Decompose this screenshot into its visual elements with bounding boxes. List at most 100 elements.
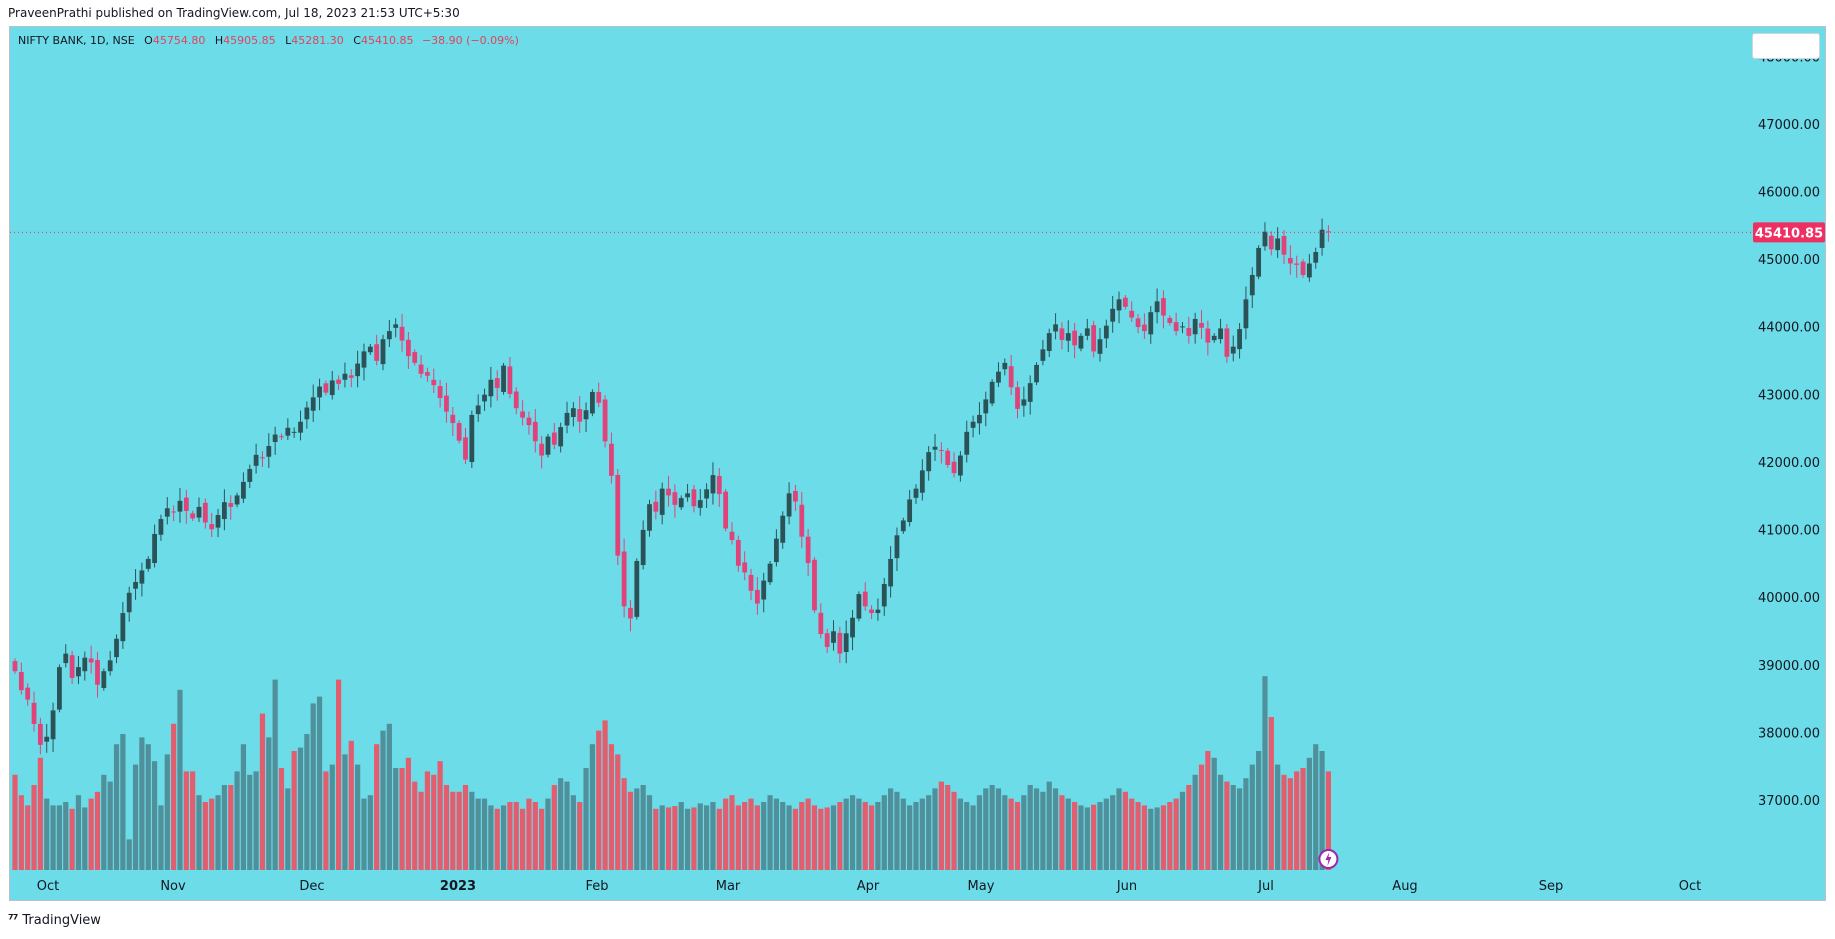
volume-bar [196,795,202,870]
volume-bar [228,785,234,870]
volume-bar [577,802,583,870]
candle-body [793,490,798,502]
candle-body [202,502,208,523]
candle-body [386,331,392,340]
candle-body [18,672,24,691]
volume-bar [1135,802,1141,870]
volume-bar [1198,764,1205,870]
volume-bar [450,791,456,870]
candle-body [177,500,183,512]
volume-bar [551,785,557,870]
volume-bar [1230,785,1236,870]
candle-body [831,631,836,643]
candle-body [742,562,748,573]
volume-bar [113,744,120,870]
candle-body [139,570,145,584]
volume-bar [1065,798,1071,870]
candle-body [919,470,925,493]
candle-body [685,493,690,498]
candle-body [260,457,265,459]
volume-bar [1262,676,1268,870]
candle-body [640,529,646,566]
candle-body [729,531,735,541]
last-price-label: 45410.85 [1755,226,1823,241]
candle-body [69,655,75,678]
volume-bar [355,764,361,870]
candle-body [456,423,462,441]
candle-body [209,524,215,530]
candle-body [31,702,37,724]
candle-body [342,373,348,380]
volume-bar [310,703,316,870]
volume-bar [209,798,215,870]
candle-body [1034,364,1039,383]
candle-body [1110,308,1116,322]
candle-body [970,421,976,428]
candle-body [564,412,570,426]
volume-bar [868,805,875,870]
tradingview-logo-icon: ⁷⁷ [8,913,18,928]
volume-bar [888,788,894,870]
candle-body [1053,324,1058,332]
volume-bar [1173,798,1179,870]
volume-bar [875,802,881,870]
volume-bar [723,798,729,870]
candle-body [1281,236,1287,255]
candle-body [304,407,310,420]
price-scale-button[interactable] [1752,33,1820,59]
volume-bar [570,795,576,870]
candle-body [152,533,157,564]
candle-body [431,379,437,386]
candle-body [425,372,430,376]
candle-body [355,363,361,377]
candle-body [469,414,475,463]
candle-body [888,558,894,587]
volume-bar [716,808,722,870]
volume-bar [697,803,703,870]
candle-body [501,365,506,392]
candle-body [247,469,253,482]
volume-bar [488,805,494,870]
volume-bar [1306,757,1312,870]
volume-bar [932,788,938,870]
volume-bar [266,737,272,870]
candle-body [1046,333,1052,351]
volume-bar [545,798,551,870]
volume-bar [564,781,570,870]
volume-bar [393,768,399,870]
candle-body [1287,257,1293,264]
candlestick-chart[interactable]: 48000.0047000.0046000.0045000.0044000.00… [10,27,1825,900]
candle-body [253,454,259,466]
footer-brand: TradingView [22,913,101,928]
volume-bar [456,791,462,870]
candle-body [463,437,468,460]
volume-bar [386,723,392,870]
volume-bar [1281,774,1287,870]
volume-bar [1192,774,1198,870]
candle-body [88,658,94,663]
volume-bar [856,798,862,870]
volume-bar [976,795,983,870]
volume-bar [818,808,824,870]
candle-body [754,589,760,604]
price-tick-label: 39000.00 [1758,659,1820,674]
volume-bar [704,805,710,870]
time-tick-label: Jul [1257,879,1274,894]
volume-bar [767,795,773,870]
volume-bar [665,807,672,870]
candle-body [361,351,367,368]
candle-body [551,432,557,445]
candle-body [602,399,608,442]
volume-bar [1287,778,1293,870]
volume-bar [970,805,976,870]
volume-bar [653,808,659,870]
candle-body [1167,317,1173,323]
volume-bar [1084,807,1090,870]
candle-body [1084,328,1090,336]
volume-bar [1078,805,1084,870]
candle-body [577,408,583,422]
candle-body [488,379,494,397]
volume-bar [348,740,354,870]
low-value: 45281.30 [291,34,344,47]
candle-body [475,405,481,415]
